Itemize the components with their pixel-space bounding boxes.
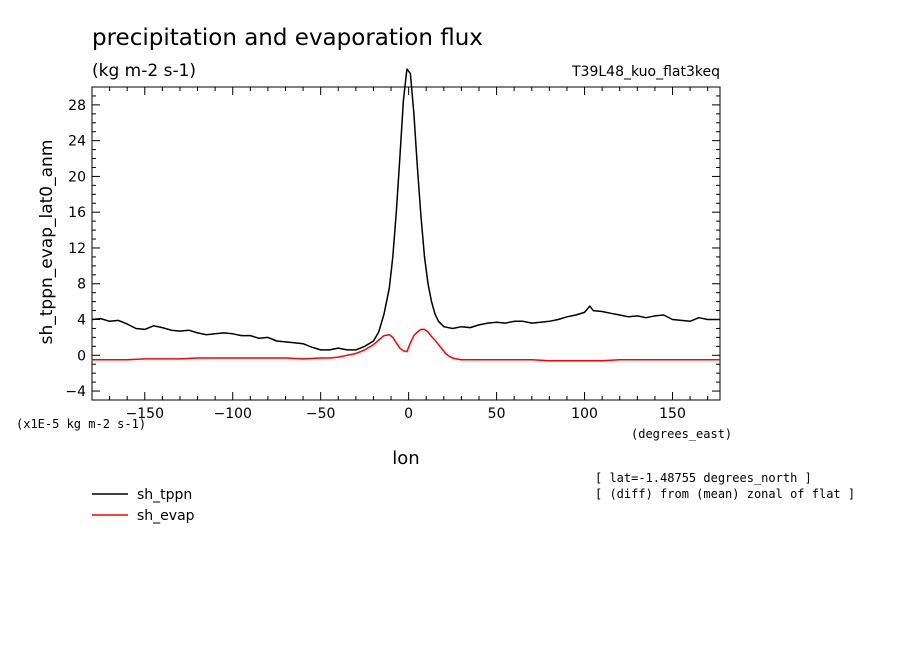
legend-label-sh-evap: sh_evap xyxy=(137,508,195,524)
y-tick-label: −4 xyxy=(65,384,86,400)
y-tick-label: 28 xyxy=(68,98,86,114)
annotation-latitude: [ lat=-1.48755 degrees_north ] xyxy=(595,471,812,485)
y-tick-label: 0 xyxy=(77,348,86,364)
x-tick-label: −150 xyxy=(126,406,164,422)
y-tick-label: 20 xyxy=(68,169,86,185)
x-tick-label: −50 xyxy=(306,406,336,422)
legend-label-sh-tppn: sh_tppn xyxy=(137,487,192,503)
legend: sh_tppn sh_evap xyxy=(92,487,195,524)
x-tick-label: 100 xyxy=(571,406,598,422)
y-tick-label: 16 xyxy=(68,205,86,221)
series-line-sh-evap xyxy=(92,328,720,362)
run-label: T39L48_kuo_flat3keq xyxy=(571,64,720,80)
x-axis-label: lon xyxy=(392,448,419,469)
series-line-sh-tppn xyxy=(91,68,720,351)
x-tick-label: 150 xyxy=(659,406,686,422)
y-tick-label: 24 xyxy=(68,134,86,150)
y-axis-label: sh_tppn_evap_lat0_anm xyxy=(37,140,57,345)
x-tick-label: 50 xyxy=(488,406,506,422)
y-tick-label: 8 xyxy=(77,277,86,293)
series-layer xyxy=(91,68,720,362)
y-scale-note: (x1E-5 kg m-2 s-1) xyxy=(16,417,146,431)
units-label: (kg m-2 s-1) xyxy=(92,61,196,81)
x-units-label: (degrees_east) xyxy=(631,427,732,441)
y-tick-label: 12 xyxy=(68,241,86,257)
x-tick-label: −100 xyxy=(214,406,252,422)
y-tick-label: 4 xyxy=(77,313,86,329)
x-tick-label: 0 xyxy=(404,406,413,422)
annotation-diff: [ (diff) from (mean) zonal of flat ] xyxy=(595,487,855,501)
plot-frame xyxy=(91,86,721,401)
axes: −150 −100 −50 0 50 100 150 −4 0 4 8 12 16 20 24 28 xyxy=(65,86,721,422)
chart-title: precipitation and evaporation flux xyxy=(92,25,483,51)
